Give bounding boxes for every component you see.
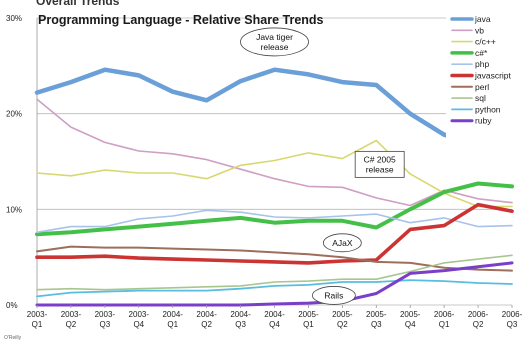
series-line-c- — [35, 181, 514, 237]
legend-label-c-c-: c/c++ — [475, 37, 496, 47]
legend-label-ruby: ruby — [475, 116, 492, 126]
legend-label-sql: sql — [475, 93, 486, 103]
x-tick-label: 2003-Q3 — [95, 310, 116, 329]
x-tick-label: 2006-Q1 — [434, 310, 455, 329]
annotation-bubble — [240, 27, 309, 57]
series-line-php — [36, 209, 513, 234]
annotations: Java tiger release C# 2005 release AJaX Rails — [240, 27, 405, 305]
legend-background — [446, 13, 522, 163]
x-tick-label: 2004-Q3 — [230, 310, 251, 329]
series-line-python — [36, 279, 513, 298]
x-tick-label: 2006-Q3 — [502, 310, 522, 329]
y-axis: 0% 10% 20% 30% — [6, 14, 22, 310]
legend-label-c-: c#* — [475, 48, 488, 58]
legend-label-java: java — [474, 14, 491, 24]
annotation-label: AJaX — [332, 238, 353, 248]
x-tick-label: 2005-Q1 — [298, 310, 319, 329]
x-tick-label: 2005-Q3 — [366, 310, 387, 329]
x-axis: 2003-Q1 2003-Q2 2003-Q3 2003-Q4 2004-Q1 2004-… — [27, 305, 522, 329]
legend-label-python: python — [475, 104, 501, 114]
series-line-c-c- — [36, 139, 513, 208]
legend-label-php: php — [475, 59, 489, 69]
y-tick-label: 0% — [6, 301, 18, 310]
legend-label-vb: vb — [475, 25, 484, 35]
x-tick-label: 2004-Q1 — [162, 310, 183, 329]
annotation-label: C# 2005 release — [364, 154, 396, 174]
x-tick-label: 2004-Q4 — [264, 310, 285, 329]
series-layer — [34, 67, 515, 307]
series-line-sql — [36, 254, 513, 291]
x-tick-label: 2005-Q4 — [400, 310, 421, 329]
x-tick-label: 2003-Q2 — [61, 310, 82, 329]
x-tick-label: 2004-Q2 — [196, 310, 217, 329]
annotation-bubble — [311, 286, 356, 305]
x-tick-label: 2003-Q1 — [27, 310, 48, 329]
y-tick-label: 20% — [6, 110, 22, 119]
annotation-bubble — [322, 233, 362, 253]
legend-label-javascript: javascript — [474, 71, 512, 81]
x-tick-label: 2006-Q2 — [468, 310, 489, 329]
chart-title: Programming Language - Relative Share Tr… — [38, 13, 324, 27]
y-tick-label: 10% — [6, 205, 22, 214]
x-tick-label: 2005-Q2 — [332, 310, 353, 329]
annotation-label: Java tiger release — [256, 32, 293, 52]
series-line-ruby — [35, 261, 514, 307]
series-line-javascript — [35, 202, 514, 265]
legend-label-perl: perl — [475, 82, 489, 92]
y-tick-label: 30% — [6, 14, 22, 23]
cut-off-heading: Overall Trends — [36, 0, 120, 8]
annotation-box — [354, 150, 405, 178]
x-tick-label: 2003-Q4 — [129, 310, 150, 329]
source-note: O'Reilly — [4, 335, 22, 341]
annotation-label: Rails — [324, 290, 343, 300]
series-line-vb — [36, 98, 513, 207]
series-line-java — [34, 67, 515, 151]
